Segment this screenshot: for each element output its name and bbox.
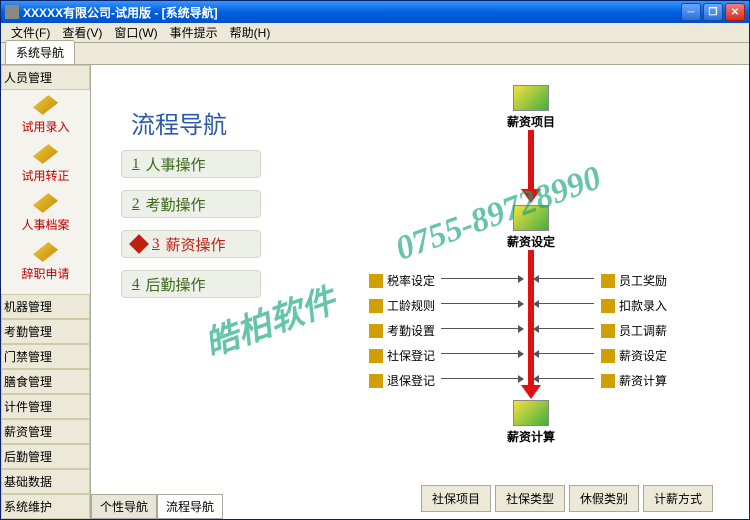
menu-window[interactable]: 窗口(W): [108, 22, 163, 43]
connector-icon: [539, 353, 594, 354]
flow-node-mid[interactable]: 薪资设定: [491, 205, 571, 250]
sidebar-header-machine[interactable]: 机器管理: [1, 294, 90, 319]
connector-icon: [539, 303, 594, 304]
titlebar: XXXXX有限公司-试用版 - [系统导航] ─ ❐ ✕: [1, 1, 749, 23]
list-item[interactable]: 税率设定: [369, 268, 435, 293]
sidebar: 人员管理 试用录入 试用转正 人事档案 辞职申请 机器管理 考勤管理 门禁管理 …: [1, 65, 91, 519]
connector-icon: [441, 353, 523, 354]
btab-flow[interactable]: 流程导航: [157, 494, 223, 519]
sidebar-item-trial-confirm[interactable]: 试用转正: [1, 139, 90, 188]
sidebar-header-meal[interactable]: 膳食管理: [1, 369, 90, 394]
bottom-tabs: 个性导航 流程导航: [91, 494, 223, 519]
list-item[interactable]: 工龄规则: [369, 293, 435, 318]
menu-help[interactable]: 帮助(H): [224, 22, 277, 43]
app-icon: [5, 5, 19, 19]
doc-icon: [601, 274, 615, 288]
pen-icon: [32, 241, 60, 263]
connector-icon: [539, 378, 594, 379]
sidebar-header-personnel[interactable]: 人员管理: [1, 65, 90, 90]
doc-icon: [601, 374, 615, 388]
nav-step-logistics[interactable]: 4后勤操作: [121, 270, 261, 298]
money-icon: [513, 400, 549, 426]
btab-personal[interactable]: 个性导航: [91, 494, 157, 519]
list-item[interactable]: 薪资计算: [601, 368, 667, 393]
connector-icon: [539, 328, 594, 329]
arrow-head-icon: [521, 189, 541, 203]
flow-right-list: 员工奖励 扣款录入 员工调薪 薪资设定 薪资计算: [601, 268, 667, 393]
doc-icon: [369, 374, 383, 388]
main-content: 流程导航 1人事操作 2考勤操作 3薪资操作 4后勤操作 薪资项目 薪资设定 薪…: [91, 65, 749, 519]
sidebar-header-logistics[interactable]: 后勤管理: [1, 444, 90, 469]
doc-icon: [601, 324, 615, 338]
sidebar-header-attendance[interactable]: 考勤管理: [1, 319, 90, 344]
list-item[interactable]: 社保登记: [369, 343, 435, 368]
list-item[interactable]: 员工调薪: [601, 318, 667, 343]
sidebar-header-access[interactable]: 门禁管理: [1, 344, 90, 369]
arrow-down-icon: [528, 130, 534, 190]
flow-node-top[interactable]: 薪资项目: [491, 85, 571, 130]
btn-social-item[interactable]: 社保项目: [421, 485, 491, 512]
maximize-button[interactable]: ❐: [703, 3, 723, 21]
list-item[interactable]: 考勤设置: [369, 318, 435, 343]
tab-system-nav[interactable]: 系统导航: [5, 40, 75, 64]
menu-events[interactable]: 事件提示: [164, 22, 224, 43]
money-icon: [513, 85, 549, 111]
connector-icon: [441, 328, 523, 329]
doc-icon: [369, 324, 383, 338]
doc-icon: [369, 349, 383, 363]
sidebar-item-personnel-file[interactable]: 人事档案: [1, 188, 90, 237]
minimize-button[interactable]: ─: [681, 3, 701, 21]
sidebar-header-salary[interactable]: 薪资管理: [1, 419, 90, 444]
btn-pay-method[interactable]: 计薪方式: [643, 485, 713, 512]
diamond-icon: [129, 234, 149, 254]
window-title: XXXXX有限公司-试用版 - [系统导航]: [23, 4, 681, 21]
nav-step-salary[interactable]: 3薪资操作: [121, 230, 261, 258]
document-tabs: 系统导航: [1, 43, 749, 65]
connector-icon: [441, 303, 523, 304]
pen-icon: [32, 143, 60, 165]
list-item[interactable]: 员工奖励: [601, 268, 667, 293]
doc-icon: [601, 299, 615, 313]
close-button[interactable]: ✕: [725, 3, 745, 21]
nav-step-attendance[interactable]: 2考勤操作: [121, 190, 261, 218]
sidebar-header-piecework[interactable]: 计件管理: [1, 394, 90, 419]
btn-leave-type[interactable]: 休假类别: [569, 485, 639, 512]
doc-icon: [601, 349, 615, 363]
money-icon: [513, 205, 549, 231]
sidebar-header-sysmaint[interactable]: 系统维护: [1, 494, 90, 519]
arrow-down-icon: [528, 250, 534, 385]
sidebar-item-trial-entry[interactable]: 试用录入: [1, 90, 90, 139]
flow-left-list: 税率设定 工龄规则 考勤设置 社保登记 退保登记: [369, 268, 435, 393]
sidebar-header-basedata[interactable]: 基础数据: [1, 469, 90, 494]
doc-icon: [369, 299, 383, 313]
flow-node-bottom[interactable]: 薪资计算: [491, 400, 571, 445]
list-item[interactable]: 薪资设定: [601, 343, 667, 368]
nav-step-personnel[interactable]: 1人事操作: [121, 150, 261, 178]
pen-icon: [32, 94, 60, 116]
menubar: 文件(F) 查看(V) 窗口(W) 事件提示 帮助(H): [1, 23, 749, 43]
sidebar-item-resignation[interactable]: 辞职申请: [1, 237, 90, 286]
button-row: 社保项目 社保类型 休假类别 计薪方式: [421, 485, 713, 512]
connector-icon: [441, 278, 523, 279]
doc-icon: [369, 274, 383, 288]
list-item[interactable]: 退保登记: [369, 368, 435, 393]
connector-icon: [539, 278, 594, 279]
pen-icon: [32, 192, 60, 214]
list-item[interactable]: 扣款录入: [601, 293, 667, 318]
connector-icon: [441, 378, 523, 379]
arrow-head-icon: [521, 385, 541, 399]
nav-title: 流程导航: [131, 105, 227, 140]
btn-social-type[interactable]: 社保类型: [495, 485, 565, 512]
